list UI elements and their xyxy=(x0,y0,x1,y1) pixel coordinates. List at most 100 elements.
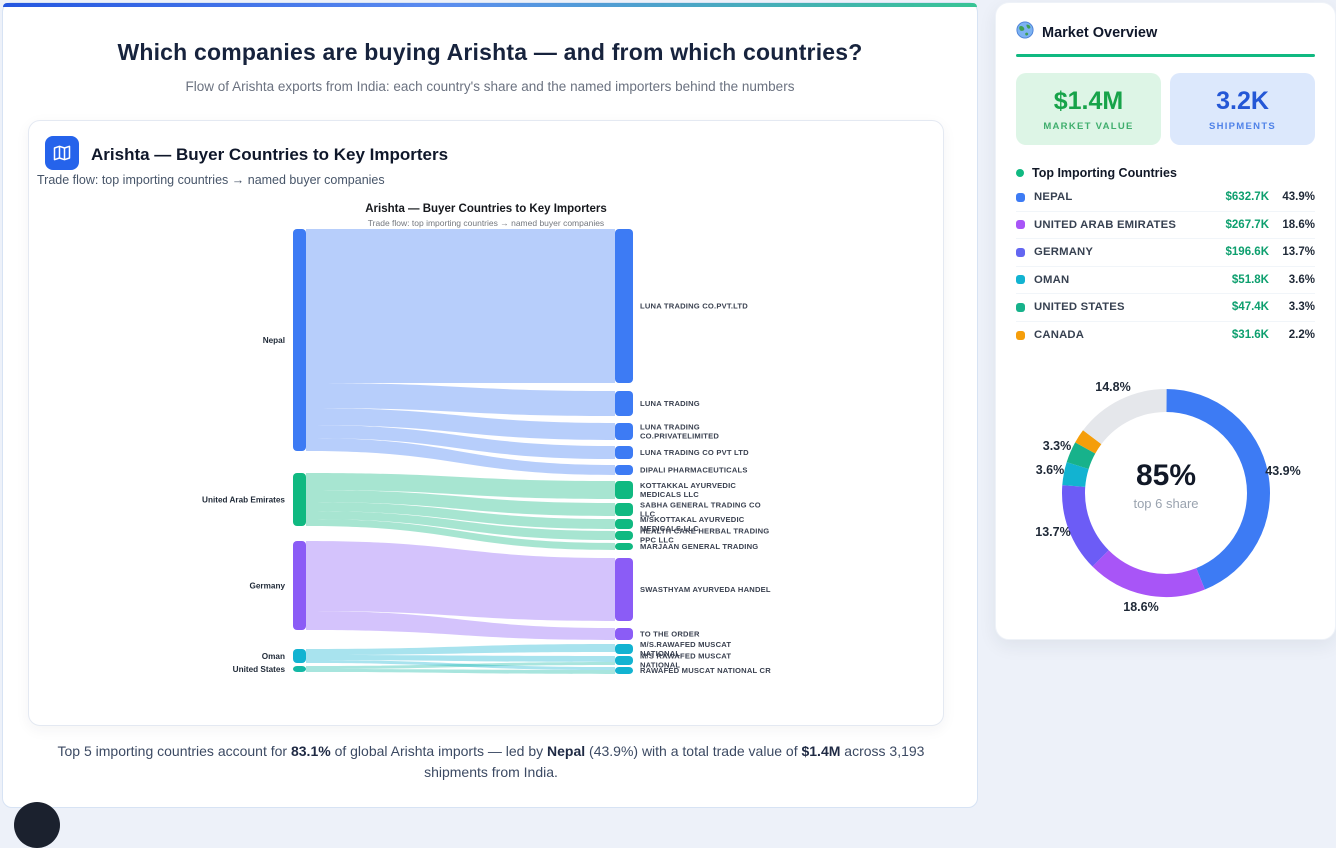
sankey-company-node xyxy=(615,446,633,459)
country-percent: 2.2% xyxy=(1288,329,1315,342)
map-book-icon xyxy=(45,136,79,170)
sidebar-title: Market Overview xyxy=(1042,24,1158,41)
stat-shipments: 3.2K SHIPMENTS xyxy=(1170,73,1315,145)
country-color-dot xyxy=(1016,247,1025,257)
sankey-company-node xyxy=(615,519,633,529)
chart-card: Arishta — Buyer Countries to Key Importe… xyxy=(28,120,944,726)
sankey-company-label: MARJAAN GENERAL TRADING xyxy=(640,542,758,551)
country-row: GERMANY $196.6K 13.7% xyxy=(1016,239,1315,267)
country-percent: 43.9% xyxy=(1282,191,1315,204)
donut-slice-label: 43.9% xyxy=(1265,464,1300,478)
sankey-link xyxy=(306,490,615,516)
sankey-subtitle: Trade flow: top importing countries → na… xyxy=(367,218,605,228)
sankey-company-label: KOTTAKKAL AYURVEDIC xyxy=(640,481,736,490)
donut-slice-label: 3.6% xyxy=(1036,463,1065,477)
country-percent: 3.6% xyxy=(1288,273,1315,286)
sankey-company-label: LUNA TRADING CO.PVT.LTD xyxy=(640,302,748,311)
sankey-company-node xyxy=(615,391,633,416)
sankey-company-node xyxy=(615,558,633,621)
sankey-company-label: M/SKOTTAKAL AYURVEDIC xyxy=(640,515,745,524)
sankey-company-label: MEDICALS LLC xyxy=(640,490,699,499)
shipments-label: SHIPMENTS xyxy=(1208,120,1277,132)
sankey-country-node xyxy=(293,649,306,663)
sankey-company-label: MEDICALS LLC xyxy=(640,524,699,533)
country-color-dot xyxy=(1016,302,1025,312)
sankey-company-node xyxy=(615,543,633,550)
country-name: CANADA xyxy=(1034,329,1085,342)
sankey-country-label: United Arab Emirates xyxy=(202,496,285,505)
sidebar-accent-rule xyxy=(1016,54,1315,57)
donut-slice-united-arab-emirates xyxy=(1092,550,1205,597)
sankey-link xyxy=(306,655,615,662)
sankey-company-label: CO.PRIVATELIMITED xyxy=(640,432,719,441)
country-percent: 18.6% xyxy=(1282,218,1315,231)
sankey-country-node xyxy=(293,229,306,451)
sankey-link xyxy=(306,408,615,440)
sankey-company-node xyxy=(615,229,633,383)
country-row: CANADA $31.6K 2.2% xyxy=(1016,322,1315,350)
country-percent: 13.7% xyxy=(1282,246,1315,259)
sankey-company-label: PPC LLC xyxy=(640,536,674,545)
sankey-company-label: RAWAFED MUSCAT NATIONAL CR xyxy=(640,666,771,675)
sankey-country-label: Nepal xyxy=(263,336,285,345)
country-name: NEPAL xyxy=(1034,191,1073,204)
market-overview-panel: Market Overview $1.4M MARKET VALUE 3.2K … xyxy=(995,2,1336,640)
sankey-company-node xyxy=(615,423,633,440)
sankey-company-label: M/S RAWAFED MUSCAT xyxy=(640,652,731,661)
donut-slice-united-states xyxy=(1066,442,1096,470)
donut-slice-label: 13.7% xyxy=(1035,525,1070,539)
country-color-dot xyxy=(1016,220,1025,230)
sankey-link xyxy=(306,511,615,540)
country-color-dot xyxy=(1016,330,1025,340)
donut-slice-other xyxy=(1083,389,1167,445)
shipments-value: 3.2K xyxy=(1216,86,1269,115)
donut-slice-label: 18.6% xyxy=(1123,600,1158,614)
chart-card-title: Arishta — Buyer Countries to Key Importe… xyxy=(91,145,449,164)
sankey-company-label: HEALTH CARE HERBAL TRADING xyxy=(640,527,769,536)
sankey-company-node xyxy=(615,667,633,674)
sankey-link xyxy=(306,519,615,550)
sankey-link xyxy=(306,669,615,674)
market-value: $1.4M xyxy=(1053,86,1124,115)
country-name: UNITED ARAB EMIRATES xyxy=(1034,218,1177,231)
sankey-link xyxy=(306,425,615,459)
sankey-country-node xyxy=(293,541,306,630)
donut-slice-nepal xyxy=(1165,389,1270,590)
sankey-company-label: SABHA GENERAL TRADING CO xyxy=(640,501,761,510)
sankey-company-label: LLC xyxy=(640,510,656,519)
country-name: GERMANY xyxy=(1034,246,1094,259)
sankey-chart: Nepal United Arab Emirates Germany Oman Unit… xyxy=(33,196,945,696)
donut-center-value: 85% xyxy=(1136,459,1196,492)
market-value-label: MARKET VALUE xyxy=(1043,120,1134,132)
gradient-top-bar xyxy=(3,3,977,7)
sankey-link xyxy=(306,229,615,383)
sankey-link xyxy=(306,541,615,621)
country-value: $31.6K xyxy=(1231,329,1269,342)
sankey-company-label: M/S.RAWAFED MUSCAT xyxy=(640,640,731,649)
sankey-link xyxy=(306,502,615,529)
sankey-company-node xyxy=(615,481,633,499)
sankey-company-label: DIPALI PHARMACEUTICALS xyxy=(640,466,748,475)
sankey-company-label: NATIONAL xyxy=(640,661,680,670)
corner-fab[interactable] xyxy=(14,802,60,848)
sankey-company-label: TO THE ORDER xyxy=(640,630,700,639)
donut-slice-germany xyxy=(1062,485,1110,567)
sankey-country-label: United States xyxy=(233,665,286,674)
country-value: $267.7K xyxy=(1225,218,1269,231)
country-name: UNITED STATES xyxy=(1034,301,1125,314)
sankey-link xyxy=(306,383,615,416)
country-value: $632.7K xyxy=(1225,191,1269,204)
section-bullet-icon xyxy=(1016,169,1024,177)
donut-chart: 43.9% 18.6% 13.7% 3.6% 3.3% 14.8% 85% top 6 sha… xyxy=(996,365,1336,627)
main-card: Which companies are buying Arishta — and… xyxy=(2,2,978,808)
country-row: UNITED ARAB EMIRATES $267.7K 18.6% xyxy=(1016,212,1315,239)
sankey-company-label: LUNA TRADING CO PVT LTD xyxy=(640,448,749,457)
sankey-company-node xyxy=(615,656,633,665)
donut-center-caption: top 6 share xyxy=(1133,496,1198,511)
sankey-link xyxy=(306,660,615,670)
country-value: $51.8K xyxy=(1231,273,1269,286)
country-name: OMAN xyxy=(1034,273,1070,286)
page-title: Which companies are buying Arishta — and… xyxy=(117,39,863,65)
country-list: NEPAL $632.7K 43.9% UNITED ARAB EMIRATES $26… xyxy=(1016,184,1315,349)
